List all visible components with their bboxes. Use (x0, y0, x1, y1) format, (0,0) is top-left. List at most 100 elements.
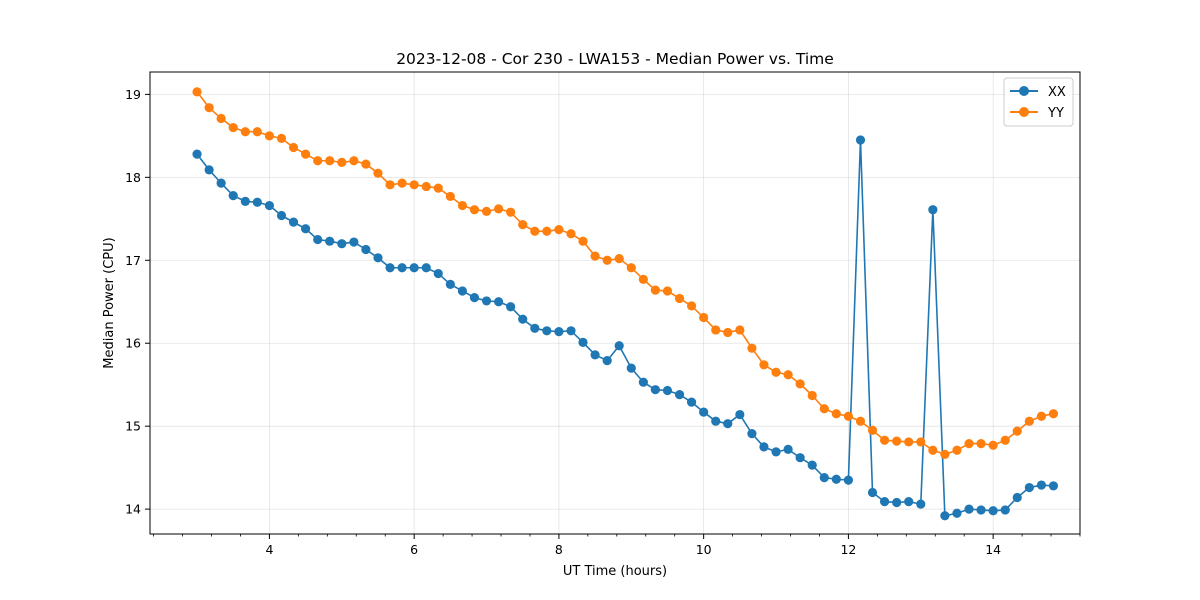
data-point-yy (252, 127, 262, 137)
data-point-xx (1012, 492, 1022, 503)
x-tick-label: 14 (985, 542, 1001, 557)
data-point-xx (264, 200, 275, 211)
data-point-xx (795, 453, 805, 463)
data-point-yy (397, 178, 407, 188)
data-point-xx (879, 497, 890, 507)
data-point-yy (614, 254, 624, 264)
data-point-xx (867, 487, 878, 498)
x-tick-label: 8 (555, 542, 563, 557)
data-point-xx (457, 286, 468, 296)
data-point-xx (554, 327, 564, 337)
data-point-yy (457, 200, 468, 211)
data-point-xx (385, 263, 395, 273)
data-point-yy (735, 325, 745, 335)
data-point-yy (602, 255, 612, 265)
data-point-yy (638, 274, 648, 284)
data-point-yy (759, 360, 769, 370)
legend: XX YY (1003, 77, 1074, 127)
chart-title: 2023-12-08 - Cor 230 - LWA153 - Median P… (396, 50, 834, 68)
data-point-xx (747, 429, 757, 439)
data-point-yy (783, 370, 793, 380)
data-point-yy (867, 425, 878, 435)
series-markers-xx (192, 135, 1059, 521)
data-point-xx (313, 234, 323, 245)
y-axis-label: Median Power (CPU) (102, 237, 117, 368)
data-point-yy (240, 127, 250, 137)
data-point-yy (723, 327, 733, 338)
data-point-yy (445, 191, 455, 202)
data-point-xx (349, 237, 359, 247)
data-point-yy (301, 149, 311, 159)
data-point-yy (843, 411, 854, 421)
data-point-yy (819, 404, 829, 414)
data-point-yy (916, 437, 926, 447)
data-point-yy (699, 312, 709, 323)
data-point-yy (988, 440, 998, 450)
data-point-yy (481, 206, 492, 216)
data-point-xx (1036, 480, 1047, 490)
data-point-yy (1012, 426, 1022, 436)
data-point-yy (494, 204, 504, 214)
data-point-yy (928, 445, 938, 455)
data-point-yy (506, 207, 516, 217)
y-tick-label: 18 (125, 170, 141, 185)
data-point-yy (662, 286, 673, 296)
data-point-yy (385, 180, 395, 190)
data-point-yy (952, 445, 962, 455)
data-point-xx (481, 296, 492, 306)
data-point-yy (228, 122, 238, 133)
data-point-xx (650, 385, 660, 395)
data-point-xx (976, 505, 986, 515)
data-point-xx (409, 263, 419, 273)
data-point-xx (940, 511, 950, 521)
data-point-xx (819, 473, 829, 483)
data-point-yy (771, 367, 781, 377)
series-markers-yy (192, 87, 1059, 459)
data-point-yy (554, 224, 564, 235)
data-point-yy (216, 113, 226, 124)
data-point-xx (1000, 505, 1010, 515)
data-point-yy (1048, 409, 1059, 419)
y-tick-label: 14 (125, 502, 141, 517)
data-point-xx (916, 499, 926, 509)
data-point-xx (626, 363, 636, 373)
data-point-xx (590, 350, 600, 360)
data-point-xx (1048, 481, 1059, 491)
data-point-xx (855, 135, 866, 145)
data-point-xx (445, 279, 455, 289)
data-point-xx (807, 460, 817, 470)
data-point-yy (855, 416, 866, 426)
data-point-yy (204, 103, 214, 113)
data-point-yy (264, 131, 275, 141)
legend-marker-yy (1019, 107, 1029, 117)
data-point-yy (409, 180, 419, 190)
data-point-xx (771, 447, 781, 457)
data-point-yy (313, 156, 323, 166)
data-point-yy (361, 159, 371, 169)
data-point-yy (904, 437, 914, 447)
data-point-xx (783, 444, 793, 454)
data-point-xx (216, 178, 226, 188)
data-point-xx (711, 416, 721, 426)
data-point-yy (807, 390, 817, 401)
x-tick-label: 10 (696, 542, 712, 557)
data-point-xx (252, 197, 262, 207)
data-point-yy (674, 293, 685, 304)
data-point-yy (626, 263, 636, 273)
data-point-xx (494, 297, 504, 307)
series-group (192, 87, 1059, 521)
data-point-yy (940, 449, 950, 459)
data-point-yy (650, 285, 660, 295)
y-tick-label: 16 (125, 336, 141, 351)
data-point-xx (759, 442, 769, 452)
axis-ticks: 4 6 8 10 12 14 14 15 16 17 18 19 (125, 87, 1081, 557)
data-point-xx (192, 149, 202, 159)
data-point-yy (590, 251, 600, 261)
data-point-xx (204, 165, 214, 175)
data-point-yy (276, 133, 287, 143)
data-point-yy (747, 343, 757, 353)
data-point-yy (373, 168, 383, 178)
data-point-xx (988, 506, 998, 516)
